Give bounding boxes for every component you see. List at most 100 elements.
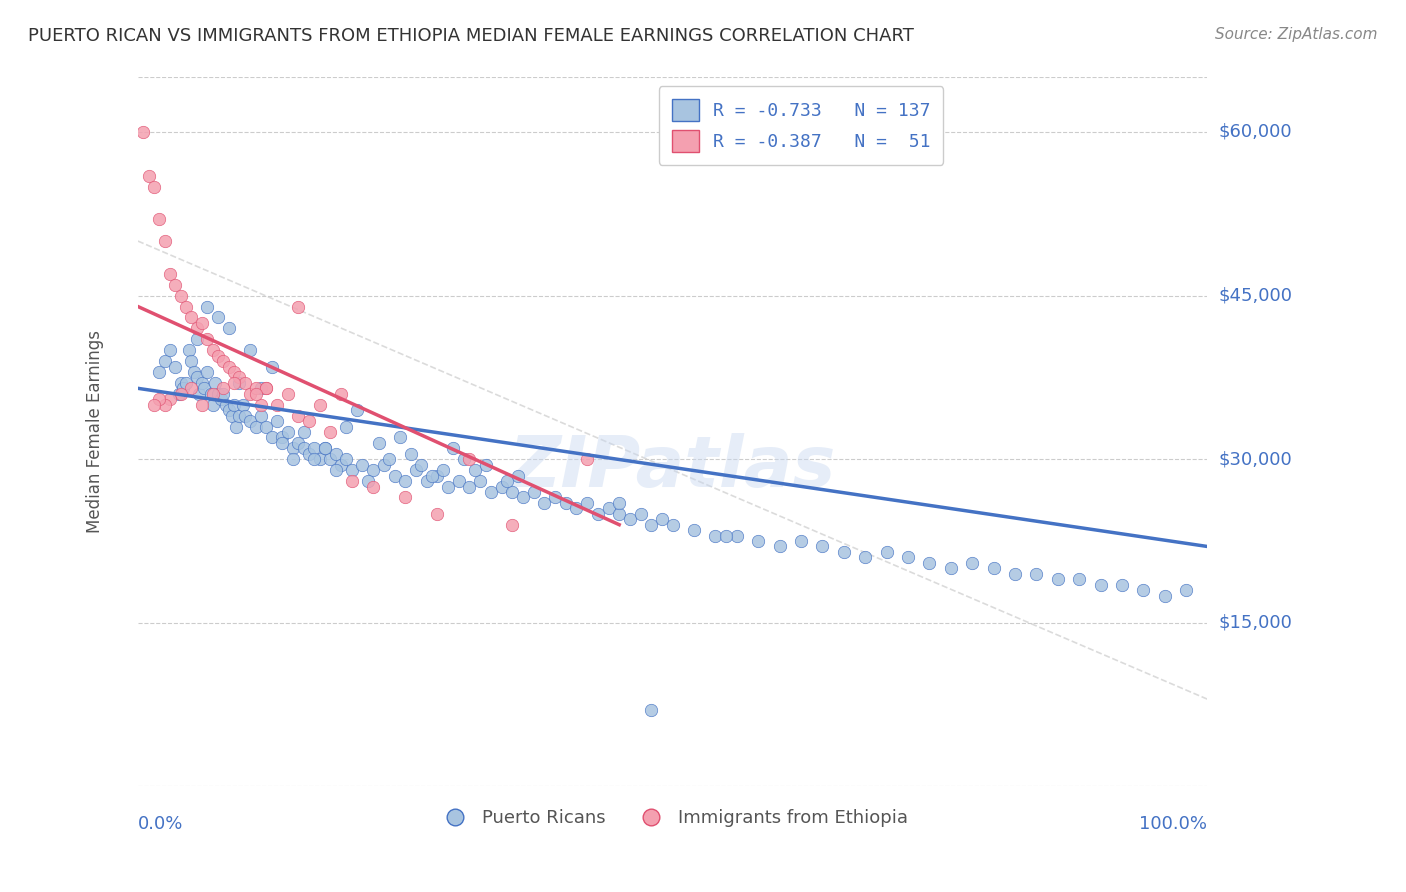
Point [512,491,534,505]
Point [239,386,262,401]
Point [165,359,187,374]
Point [186,370,208,384]
Point [186,332,208,346]
Point [1025,566,1047,581]
Point [314,442,336,456]
Point [260,430,283,444]
Point [811,540,834,554]
Point [191,376,214,390]
Point [464,463,486,477]
Point [523,485,546,500]
Point [319,425,342,439]
Point [197,300,219,314]
Point [876,545,898,559]
Point [394,491,416,505]
Point [415,474,437,488]
Point [232,398,254,412]
Point [167,386,190,401]
Point [1090,577,1112,591]
Point [983,561,1005,575]
Point [405,463,427,477]
Point [201,343,224,358]
Point [453,452,475,467]
Point [704,528,727,542]
Point [180,310,202,325]
Point [200,386,222,401]
Point [470,474,492,488]
Point [224,376,246,390]
Point [586,507,609,521]
Point [197,332,219,346]
Point [640,517,662,532]
Text: PUERTO RICAN VS IMMIGRANTS FROM ETHIOPIA MEDIAN FEMALE EARNINGS CORRELATION CHAR: PUERTO RICAN VS IMMIGRANTS FROM ETHIOPIA… [28,27,914,45]
Point [186,321,208,335]
Point [308,452,330,467]
Point [281,452,304,467]
Point [153,398,176,412]
Point [159,267,181,281]
Point [281,442,304,456]
Point [153,354,176,368]
Point [533,496,555,510]
Point [474,458,496,472]
Point [197,365,219,379]
Point [325,463,347,477]
Point [254,381,277,395]
Point [319,452,342,467]
Text: $30,000: $30,000 [1219,450,1292,468]
Text: 0.0%: 0.0% [138,815,183,833]
Point [165,277,187,292]
Point [441,442,464,456]
Point [1111,577,1133,591]
Point [1153,589,1175,603]
Point [1004,566,1026,581]
Legend: Puerto Ricans, Immigrants from Ethiopia: Puerto Ricans, Immigrants from Ethiopia [430,802,915,834]
Point [142,179,165,194]
Point [491,479,513,493]
Point [411,458,433,472]
Point [790,534,813,549]
Point [496,474,519,488]
Point [245,386,267,401]
Point [212,381,235,395]
Point [191,398,214,412]
Point [501,485,523,500]
Point [148,365,170,379]
Text: $45,000: $45,000 [1219,286,1292,304]
Point [747,534,769,549]
Point [148,392,170,407]
Point [159,343,181,358]
Point [254,381,277,395]
Point [832,545,855,559]
Point [266,414,288,428]
Point [224,365,246,379]
Point [437,479,460,493]
Text: Median Female Earnings: Median Female Earnings [86,330,104,533]
Text: 100.0%: 100.0% [1139,815,1208,833]
Point [287,409,309,423]
Point [298,447,321,461]
Point [420,468,443,483]
Point [304,442,326,456]
Point [651,512,673,526]
Point [367,435,389,450]
Point [335,452,357,467]
Point [193,381,215,395]
Text: $15,000: $15,000 [1219,614,1292,632]
Point [361,463,384,477]
Point [853,550,876,565]
Point [308,398,330,412]
Point [960,556,983,570]
Point [598,501,620,516]
Point [373,458,395,472]
Point [277,386,299,401]
Point [352,458,374,472]
Text: ZIPatlas: ZIPatlas [509,433,837,502]
Point [204,376,226,390]
Point [544,491,567,505]
Point [239,414,262,428]
Point [426,507,449,521]
Point [304,452,326,467]
Point [630,507,652,521]
Point [661,517,683,532]
